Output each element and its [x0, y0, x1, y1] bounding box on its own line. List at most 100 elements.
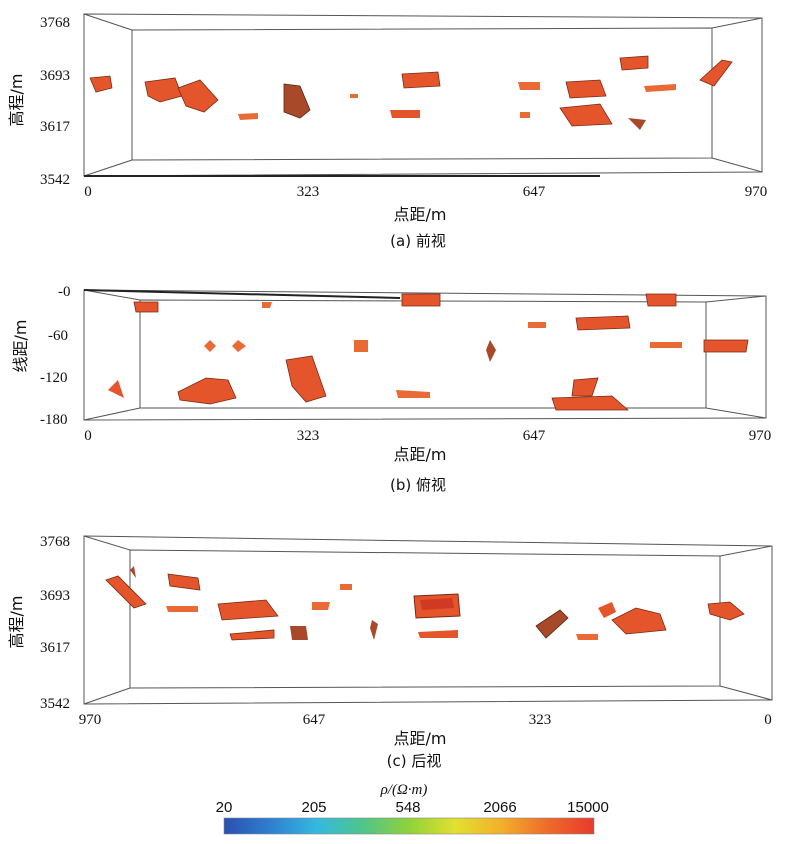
y-tick-label: 3768: [40, 534, 70, 550]
x-axis-back: 970 647 323 0 点距/m: [79, 712, 772, 748]
anomaly-body: [354, 340, 368, 352]
y-tick-label: -60: [48, 328, 68, 344]
box-edge: [83, 13, 133, 31]
anomaly-body: [565, 79, 607, 99]
x-tick-label: 0: [84, 184, 92, 200]
box-edge: [711, 17, 763, 29]
colorbar-tick-label: 15000: [567, 799, 609, 816]
anomaly-body: [217, 599, 279, 621]
anomaly-body: [699, 59, 733, 87]
x-axis-front: 0 323 647 970 点距/m: [84, 184, 767, 224]
y-tick-label: 3617: [40, 119, 71, 135]
y-axis-label: 高程/m: [7, 74, 26, 127]
box-edge: [705, 407, 767, 419]
anomaly-body: [418, 630, 458, 638]
panel-front-view: 3768 3693 3617 3542 高程/m 0 323 647 970 点…: [7, 13, 767, 250]
box-inner-front: [131, 27, 713, 161]
anomaly-bodies-top: [108, 293, 749, 411]
anomaly-body: [144, 77, 183, 103]
anomaly-body: [285, 355, 327, 403]
anomaly-body: [130, 566, 136, 578]
anomaly-body: [528, 322, 546, 328]
box-edge: [83, 535, 131, 551]
box-edge: [719, 685, 773, 701]
anomaly-body: [650, 342, 682, 348]
anomaly-body: [166, 606, 198, 612]
y-axis-label: 线距/m: [11, 320, 30, 373]
box-edge: [83, 159, 133, 177]
x-tick-label: 323: [297, 428, 320, 444]
box-edge: [705, 295, 767, 303]
anomaly-body: [707, 601, 745, 621]
anomaly-body: [644, 84, 676, 92]
anomaly-body: [350, 94, 358, 98]
anomaly-body: [645, 293, 677, 307]
y-tick-label: 3542: [40, 172, 70, 188]
box-edge: [83, 687, 131, 705]
colorbar-title: ρ/(Ω·m): [380, 782, 428, 798]
anomaly-bodies-back: [105, 566, 745, 641]
anomaly-body: [390, 110, 420, 118]
x-tick-label: 647: [523, 184, 546, 200]
panel-caption: (b) 俯视: [390, 476, 446, 494]
x-axis-label: 点距/m: [394, 445, 447, 464]
y-axis-back: 3768 3693 3617 3542 高程/m: [7, 534, 71, 712]
anomaly-body: [486, 340, 496, 362]
anomaly-body: [703, 339, 749, 353]
x-tick-label: 970: [79, 712, 102, 728]
x-axis-label: 点距/m: [394, 205, 447, 224]
x-axis-top: 0 323 647 970 点距/m: [84, 428, 771, 464]
x-tick-label: 323: [529, 712, 552, 728]
anomaly-body: [559, 103, 613, 127]
anomaly-body: [105, 575, 147, 609]
anomaly-body: [401, 71, 441, 89]
anomaly-body: [518, 82, 540, 90]
y-tick-label: 3693: [40, 588, 70, 604]
box-top-bold: [83, 289, 401, 299]
anomaly-body: [89, 75, 113, 93]
anomaly-body: [611, 607, 667, 635]
anomaly-body: [535, 609, 569, 639]
anomaly-body: [262, 302, 272, 308]
anomaly-body: [167, 573, 201, 591]
x-axis-label: 点距/m: [394, 729, 447, 748]
box-edge: [719, 545, 773, 557]
anomaly-body: [340, 584, 352, 590]
anomaly-body: [396, 390, 430, 398]
anomaly-body: [598, 602, 616, 618]
y-tick-label: 3617: [40, 640, 71, 656]
anomaly-bodies-front: [89, 55, 733, 130]
panel-caption: (c) 后视: [387, 752, 442, 770]
y-tick-label: 3542: [40, 696, 70, 712]
box-outer-back: [83, 535, 773, 705]
box-edge: [83, 289, 141, 301]
anomaly-body: [312, 602, 330, 610]
anomaly-body: [290, 626, 308, 640]
colorbar-tick-label: 20: [216, 799, 233, 816]
anomaly-body: [177, 377, 237, 405]
anomaly-body: [229, 629, 275, 641]
anomaly-body: [401, 293, 441, 307]
anomaly-body: [108, 380, 124, 398]
y-tick-label: -180: [40, 412, 68, 428]
colorbar: ρ/(Ω·m) 20 205 548 2066 15000: [216, 782, 609, 835]
y-tick-label: -0: [58, 284, 71, 300]
x-tick-label: 970: [749, 428, 772, 444]
anomaly-body: [232, 340, 246, 352]
y-tick-label: -120: [40, 370, 68, 386]
x-tick-label: 970: [745, 184, 768, 200]
x-tick-label: 647: [523, 428, 546, 444]
panel-back-view: 3768 3693 3617 3542 高程/m 970 647 323 0 点…: [7, 534, 773, 770]
x-tick-label: 647: [303, 712, 326, 728]
anomaly-body: [283, 83, 311, 119]
anomaly-body: [177, 79, 219, 113]
y-axis-top: -0 -60 -120 -180 线距/m: [11, 284, 71, 428]
anomaly-body: [576, 634, 598, 640]
y-axis-front: 3768 3693 3617 3542 高程/m: [7, 15, 71, 188]
box-edge: [83, 407, 141, 421]
panel-caption: (a) 前视: [390, 232, 446, 250]
anomaly-body: [551, 395, 630, 411]
anomaly-body: [420, 598, 454, 610]
colorbar-gradient: [223, 817, 595, 835]
anomaly-body: [571, 377, 599, 397]
